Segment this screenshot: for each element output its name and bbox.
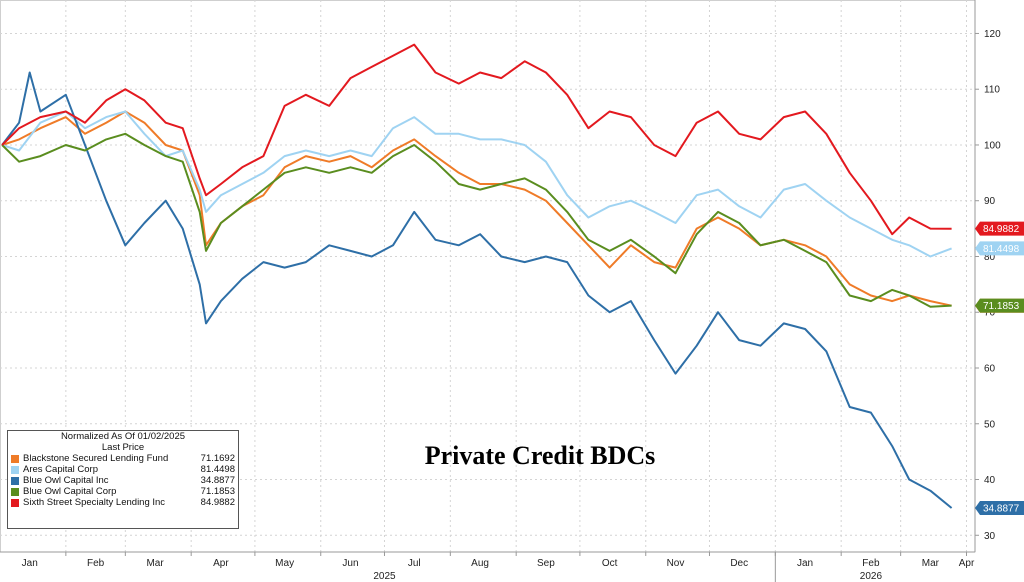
legend-header: Normalized As Of 01/02/2025 [60,431,186,442]
x-tick-label: Apr [959,558,975,569]
legend-rows: Blackstone Secured Lending Fund 71.1692 Ar… [8,453,238,508]
x-year-label: 2026 [860,571,883,582]
legend-series-name: Blue Owl Capital Inc [23,475,109,486]
legend-row: Sixth Street Specialty Lending Inc 84.988… [8,497,238,508]
series-line-4 [1,43,952,236]
y-tick-label: 120 [984,29,1001,40]
legend-series-name: Blackstone Secured Lending Fund [23,453,169,464]
last-price-flag-4 [975,221,1024,236]
x-tick-label: Jun [342,558,358,569]
y-tick-label: 80 [984,252,996,263]
legend-series-name: Ares Capital Corp [23,464,98,475]
y-tick-label: 90 [984,196,996,207]
series-layer [1,43,953,509]
legend-swatch [11,476,19,485]
series-line-1 [1,110,952,258]
x-tick-label: Apr [213,558,229,569]
x-tick-label: Dec [730,558,748,569]
axis-layer: 30 40 50 60 70 80 90 100 110 120 Jan Feb Mar Apr May Ju… [0,0,1001,582]
legend: Normalized As Of 01/02/2025 Last Price B… [7,430,239,529]
x-tick-label: Feb [862,558,880,569]
chart-title: Private Credit BDCs [425,441,656,470]
legend-row: Blue Owl Capital Inc 34.8877 [8,475,238,486]
last-price-flag-text-2: 34.8877 [983,504,1020,515]
y-tick-label: 70 [984,308,996,319]
x-tick-label: Feb [87,558,105,569]
y-tick-label: 110 [984,85,1000,96]
legend-last-price: 34.8877 [200,475,235,486]
legend-series-name: Blue Owl Capital Corp [23,486,117,497]
series-line-3 [1,132,952,308]
legend-last-price: 71.1692 [200,453,235,464]
legend-swatch [11,454,19,463]
legend-last-price: 71.1853 [200,486,235,497]
last-price-flag-1 [975,241,1024,256]
legend-subheader: Last Price [101,442,145,453]
x-tick-label: Jan [22,558,38,569]
last-price-flag-text-1: 81.4498 [983,244,1020,255]
legend-swatch [11,487,19,496]
last-price-flag-3 [975,298,1024,313]
series-line-2 [1,71,953,509]
x-tick-label: Aug [471,558,489,569]
series-line-0 [1,110,952,307]
last-price-flag-text-4: 84.9882 [983,224,1020,235]
x-tick-label: Mar [146,558,164,569]
x-tick-label: Sep [537,558,555,569]
legend-swatch [11,465,19,474]
legend-last-price: 81.4498 [200,464,235,475]
y-tick-label: 60 [984,364,996,375]
last-price-flag-2 [975,501,1024,516]
legend-row: Ares Capital Corp 81.4498 [8,464,238,475]
y-tick-label: 50 [984,419,996,430]
x-tick-label: Nov [667,558,685,569]
y-tick-label: 40 [984,475,996,486]
x-tick-label: Mar [922,558,940,569]
x-tick-label: Jan [797,558,813,569]
legend-row: Blue Owl Capital Corp 71.1853 [8,486,238,497]
legend-swatch [11,498,19,507]
legend-last-price: 84.9882 [200,497,235,508]
x-tick-label: Oct [602,558,618,569]
y-tick-label: 30 [984,531,996,542]
x-year-label: 2025 [373,571,396,582]
legend-row: Blackstone Secured Lending Fund 71.1692 [8,453,238,464]
last-price-flag-text-3: 71.1853 [983,301,1020,312]
y-tick-label: 100 [984,140,1001,151]
x-tick-label: Jul [408,558,421,569]
legend-series-name: Sixth Street Specialty Lending Inc [23,497,166,508]
x-tick-label: May [275,558,294,569]
